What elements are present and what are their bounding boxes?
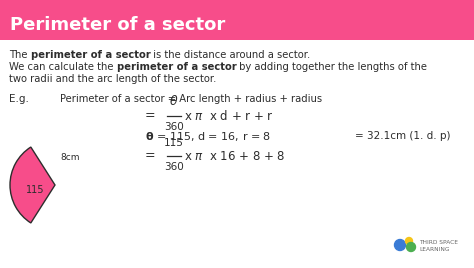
Circle shape xyxy=(394,240,405,251)
Text: =: = xyxy=(145,110,155,122)
Text: perimeter of a sector: perimeter of a sector xyxy=(117,62,237,72)
Text: We can calculate the: We can calculate the xyxy=(9,62,117,72)
Wedge shape xyxy=(10,147,55,223)
Text: 115: 115 xyxy=(164,138,184,148)
Bar xyxy=(0,0,474,40)
Text: x $\pi$  x 16 + 8 + 8: x $\pi$ x 16 + 8 + 8 xyxy=(184,150,286,162)
Text: 115: 115 xyxy=(26,185,44,195)
Circle shape xyxy=(405,237,412,244)
Text: 8cm: 8cm xyxy=(60,152,80,162)
Text: The: The xyxy=(9,50,31,60)
Text: x $\pi$  x d + r + r: x $\pi$ x d + r + r xyxy=(184,109,274,123)
Text: = 32.1cm (1. d. p): = 32.1cm (1. d. p) xyxy=(355,131,450,141)
Text: 360: 360 xyxy=(164,162,184,172)
Text: by adding together the lengths of the: by adding together the lengths of the xyxy=(237,62,428,72)
Text: perimeter of a sector: perimeter of a sector xyxy=(31,50,150,60)
Text: $\theta$: $\theta$ xyxy=(169,94,179,108)
Text: Perimeter of a sector: Perimeter of a sector xyxy=(10,16,225,34)
Text: two radii and the arc length of the sector.: two radii and the arc length of the sect… xyxy=(9,74,216,84)
Text: is the distance around a sector.: is the distance around a sector. xyxy=(150,50,310,60)
Text: THIRD SPACE
LEARNING: THIRD SPACE LEARNING xyxy=(419,240,458,252)
Text: $\bf{\theta}$ = 115, d = 16, r = 8: $\bf{\theta}$ = 115, d = 16, r = 8 xyxy=(145,130,271,143)
Text: =: = xyxy=(145,150,155,162)
Circle shape xyxy=(407,243,416,251)
Text: 360: 360 xyxy=(164,122,184,132)
Text: E.g.: E.g. xyxy=(9,94,29,104)
Text: Perimeter of a sector = Arc length + radius + radius: Perimeter of a sector = Arc length + rad… xyxy=(60,94,322,104)
